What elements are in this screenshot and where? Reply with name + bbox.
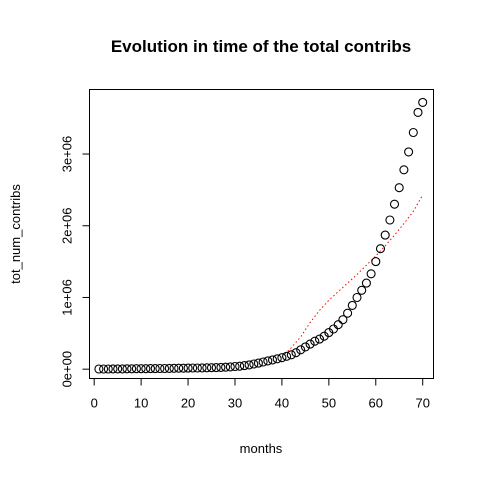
- data-point: [206, 363, 217, 373]
- data-point: [361, 278, 371, 288]
- data-point: [211, 363, 221, 373]
- data-point: [164, 363, 174, 373]
- x-tick-label: 30: [228, 396, 242, 411]
- x-tick-label: 20: [181, 396, 195, 411]
- x-tick-label: 70: [415, 396, 429, 411]
- data-point: [314, 334, 325, 344]
- data-point: [216, 362, 226, 372]
- data-point: [122, 364, 132, 374]
- data-point: [108, 364, 118, 374]
- data-point: [239, 361, 249, 371]
- y-axis-label: tot_num_contribs: [8, 184, 23, 284]
- y-tick-label: 1e+06: [60, 279, 75, 316]
- data-point: [197, 363, 207, 373]
- x-tick-label: 0: [91, 396, 98, 411]
- data-point: [235, 361, 245, 371]
- data-point: [192, 363, 202, 373]
- data-point: [169, 363, 179, 373]
- fit-line: [281, 194, 424, 358]
- data-point: [394, 183, 404, 193]
- data-point: [380, 230, 390, 240]
- y-tick-label: 3e+06: [60, 136, 75, 173]
- data-point: [230, 361, 240, 372]
- data-point: [418, 97, 428, 107]
- points-series: [94, 97, 428, 374]
- data-point: [94, 364, 104, 374]
- data-point: [267, 355, 278, 365]
- data-point: [389, 199, 400, 209]
- data-point: [117, 364, 127, 374]
- data-point: [174, 363, 184, 373]
- data-point: [150, 364, 160, 374]
- chart-title: Evolution in time of the total contribs: [111, 37, 411, 56]
- x-tick-label: 10: [134, 396, 148, 411]
- data-point: [366, 269, 376, 279]
- data-point: [305, 339, 315, 349]
- data-point: [244, 360, 254, 370]
- x-tick-label: 50: [322, 396, 336, 411]
- data-point: [375, 244, 386, 254]
- data-point: [188, 363, 198, 373]
- data-point: [113, 364, 123, 374]
- data-point: [347, 300, 357, 310]
- data-point: [221, 362, 231, 372]
- data-point: [310, 336, 320, 346]
- data-point: [249, 359, 259, 369]
- data-point: [136, 364, 146, 374]
- data-point: [178, 363, 188, 373]
- data-point: [263, 356, 273, 366]
- data-point: [333, 320, 343, 330]
- data-point: [253, 358, 263, 368]
- data-point: [272, 354, 282, 364]
- data-point: [413, 107, 423, 117]
- data-point: [258, 357, 268, 367]
- data-point: [352, 292, 362, 303]
- data-point: [202, 363, 212, 373]
- data-point: [408, 127, 418, 138]
- data-point: [357, 285, 367, 295]
- data-point: [343, 308, 353, 318]
- data-point: [399, 165, 409, 175]
- y-axis: 0e+00 1e+06 2e+06 3e+06: [60, 136, 90, 388]
- data-point: [155, 363, 165, 374]
- data-point: [131, 364, 141, 374]
- x-tick-label: 40: [275, 396, 289, 411]
- x-axis: 0 10 20 30 40 50 60 70: [91, 378, 430, 411]
- data-point: [385, 215, 395, 225]
- x-axis-label: months: [240, 441, 283, 456]
- data-point: [371, 257, 381, 267]
- data-point: [127, 364, 137, 374]
- data-point: [300, 342, 310, 352]
- x-tick-label: 60: [369, 396, 383, 411]
- fit-line-series: [281, 194, 424, 358]
- data-point: [286, 350, 296, 360]
- y-tick-label: 2e+06: [60, 207, 75, 244]
- data-point: [99, 364, 109, 374]
- data-point: [404, 147, 414, 157]
- data-point: [225, 362, 235, 372]
- data-point: [296, 345, 306, 355]
- data-point: [277, 353, 287, 363]
- y-tick-label: 0e+00: [60, 351, 75, 388]
- data-point: [282, 351, 292, 361]
- data-point: [103, 364, 113, 374]
- data-point: [160, 363, 170, 374]
- data-point: [291, 348, 301, 358]
- data-point: [338, 315, 348, 325]
- data-point: [141, 364, 151, 374]
- data-point: [183, 363, 193, 373]
- data-point: [145, 364, 156, 374]
